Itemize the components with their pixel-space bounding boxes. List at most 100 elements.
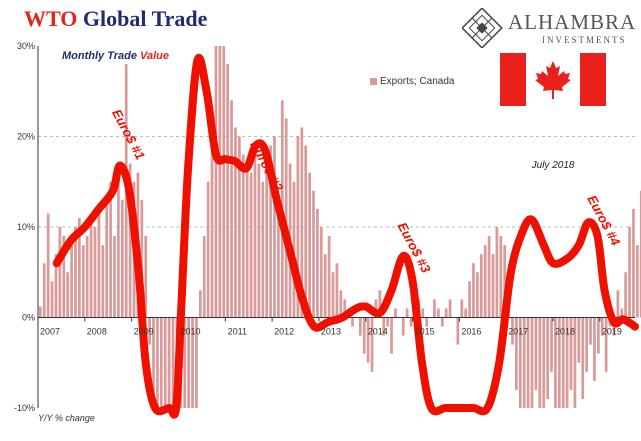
canada-flag-icon [500,53,606,106]
bar [245,163,249,318]
bar [554,317,557,408]
bar [159,317,163,408]
bar [538,317,542,408]
y-tick-label: -10% [14,403,35,413]
bar [163,317,167,408]
bar [639,190,641,318]
bar [78,217,81,318]
bar [518,317,522,408]
bar [54,254,58,318]
bar [269,145,272,318]
bar [74,227,77,318]
chart-subtitle: Monthly Trade Value [62,50,169,62]
bar [472,263,475,318]
bar [511,317,514,345]
bar [148,317,151,345]
bar [343,299,347,318]
bar [319,227,323,318]
bar [624,272,628,318]
bar [616,290,620,318]
x-tick-label: 2013 [321,327,341,337]
bar [171,317,175,408]
bar [304,145,308,318]
bar [93,227,97,318]
bar [39,306,42,318]
bar [226,64,230,318]
bar [405,308,409,318]
bar [565,317,569,408]
x-tick-label: 2018 [555,327,575,337]
bar [483,245,487,318]
bar [491,254,495,318]
bar [456,317,460,345]
bar [265,154,269,318]
x-tick-label: 2016 [461,327,481,337]
bar [366,317,370,363]
bar [409,317,413,327]
title-wto: WTO [24,6,78,31]
bar [351,317,354,327]
bar [460,299,464,318]
bar [600,317,604,336]
bar [444,308,448,318]
bar [503,245,507,318]
bar [573,317,577,408]
bar [448,299,452,318]
bar [522,317,526,408]
bar [394,308,397,318]
bar [187,317,191,408]
bar [386,317,390,327]
bar [198,290,202,318]
bar [277,199,280,318]
bar [577,317,581,363]
bar [42,263,46,318]
bar [542,317,546,408]
bar [636,245,639,318]
bar [499,236,503,318]
bar [109,181,112,318]
bar [378,290,382,318]
bar [105,199,109,318]
bar [557,317,561,408]
legend-label: Exports; Canada [380,76,455,87]
bar [144,236,148,318]
bar [581,317,585,399]
bar [370,317,374,372]
bar [440,317,444,327]
x-tick-label: 2009 [134,327,154,337]
bar [487,236,491,318]
brand-name: ALHAMBRA [508,10,637,34]
bar [210,127,214,318]
bar [58,227,62,318]
bar [390,317,393,354]
x-tick-label: 2012 [274,327,294,337]
bar [101,245,105,318]
bar [230,100,233,318]
bar [476,272,479,318]
chart-title: WTO Global Trade [24,6,207,32]
bar [238,136,241,318]
bar [327,236,331,318]
bar [167,317,171,408]
bar [316,208,319,318]
bar [515,317,518,390]
x-tick-label: 2014 [368,327,388,337]
bar [284,118,288,318]
y-tick-label: 20% [17,132,35,142]
bar [468,281,471,318]
bar [464,308,468,318]
bar [604,317,608,372]
bar [323,254,327,318]
title-global-trade: Global Trade [82,6,208,31]
annotation-date: July 2018 [531,160,575,171]
bar [596,317,600,354]
bar [585,317,589,372]
bar [183,317,187,408]
bar [526,317,530,408]
bar [50,281,54,318]
brand-subtitle: INVESTMENTS [542,35,627,45]
bar [257,163,261,318]
bar [331,272,335,318]
bar [339,290,343,318]
